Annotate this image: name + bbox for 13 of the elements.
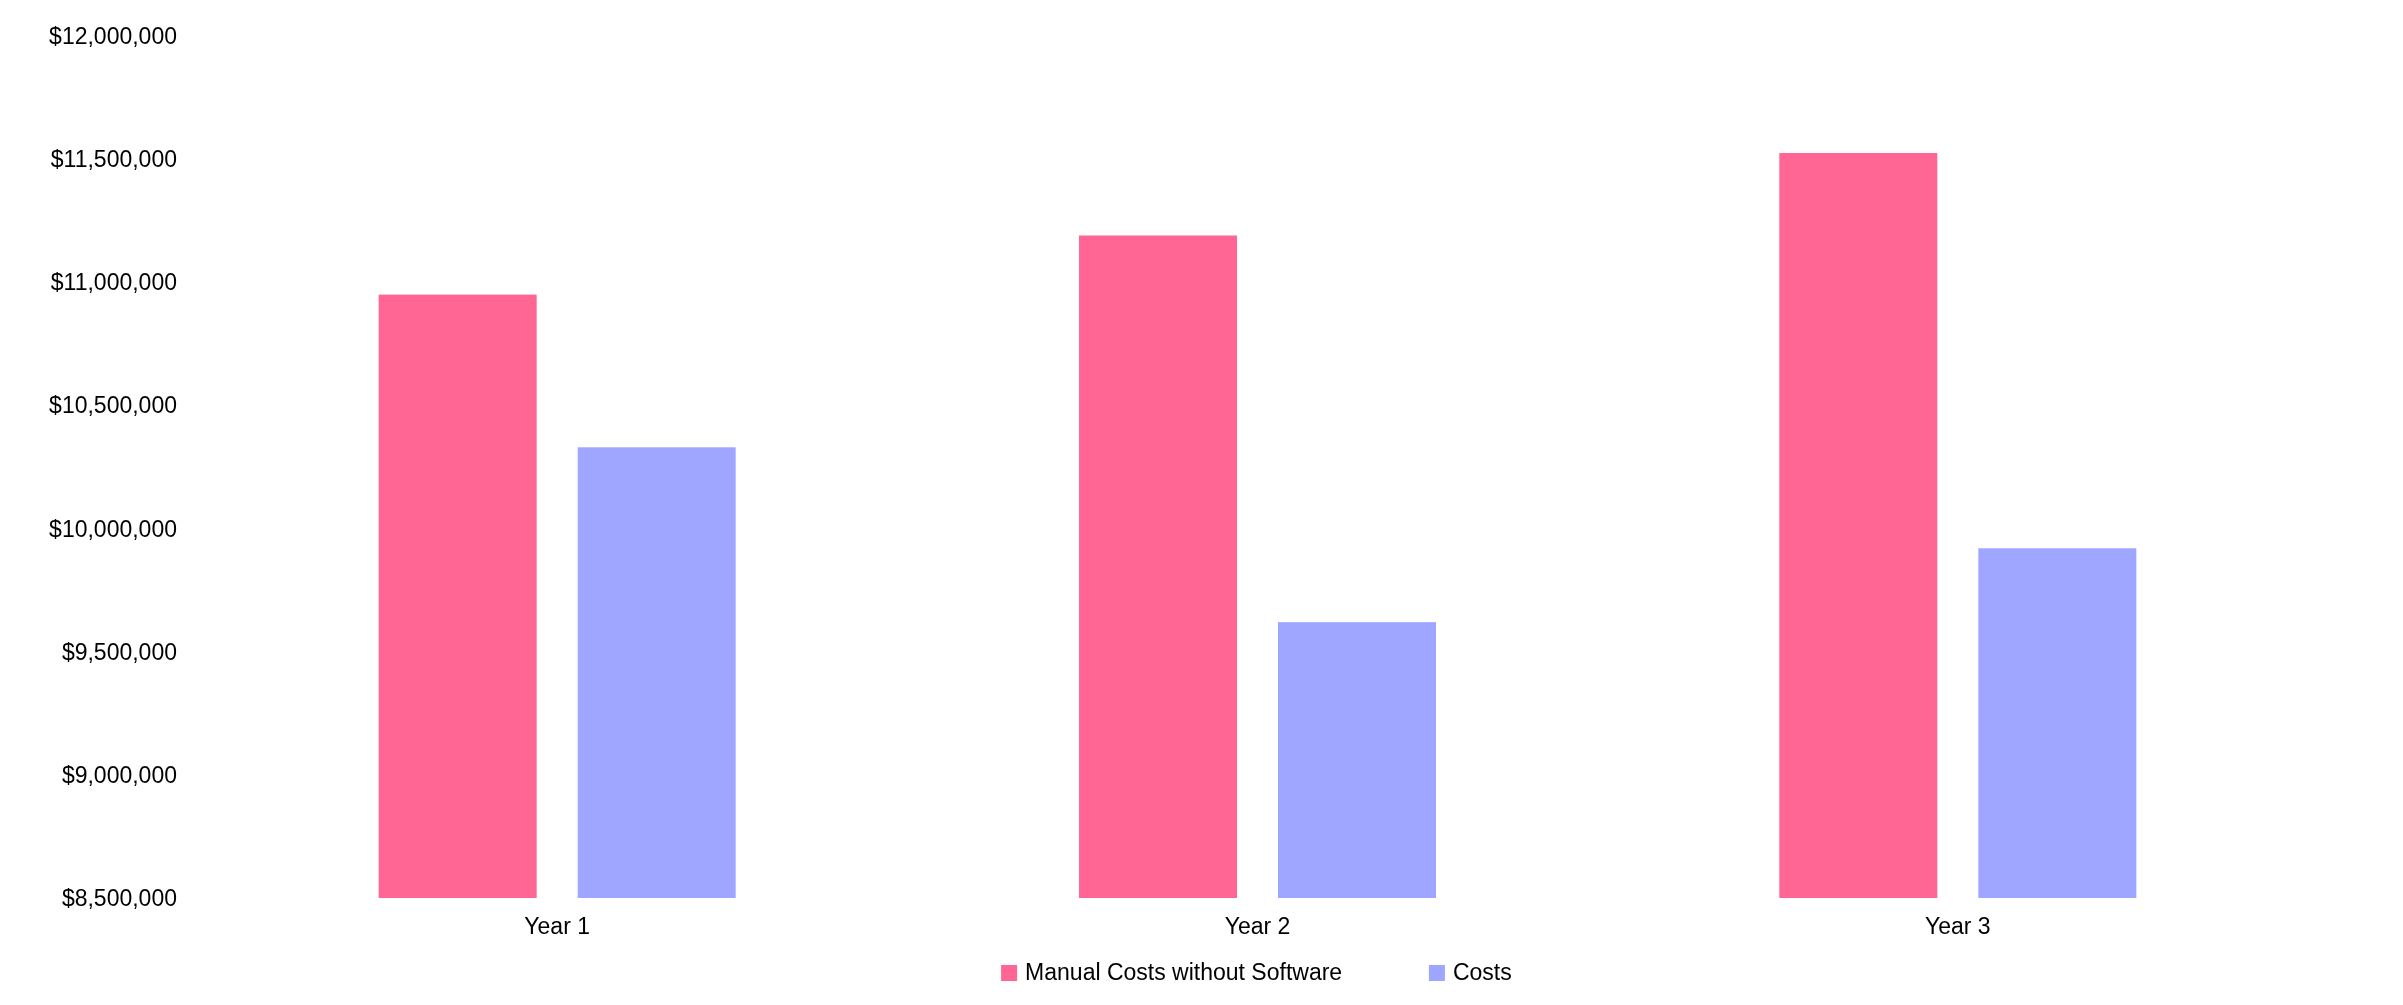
y-tick-label: $9,500,000 bbox=[61, 638, 177, 665]
y-tick-label: $12,000,000 bbox=[49, 23, 177, 50]
y-tick-label: $10,000,000 bbox=[49, 515, 177, 542]
x-tick-label: Year 2 bbox=[1224, 913, 1291, 939]
y-tick-label: $11,000,000 bbox=[50, 269, 177, 296]
y-tick-label: $11,500,000 bbox=[50, 146, 177, 173]
y-tick-label: $10,500,000 bbox=[49, 392, 177, 419]
legend-label: Costs bbox=[1452, 959, 1512, 985]
x-tick-label: Year 3 bbox=[1925, 913, 1991, 939]
x-tick-label: Year 1 bbox=[524, 913, 590, 939]
y-tick-label: $9,000,000 bbox=[61, 761, 177, 788]
legend-label: Manual Costs without Software bbox=[1025, 959, 1343, 985]
y-tick-label: $8,500,000 bbox=[61, 885, 177, 912]
